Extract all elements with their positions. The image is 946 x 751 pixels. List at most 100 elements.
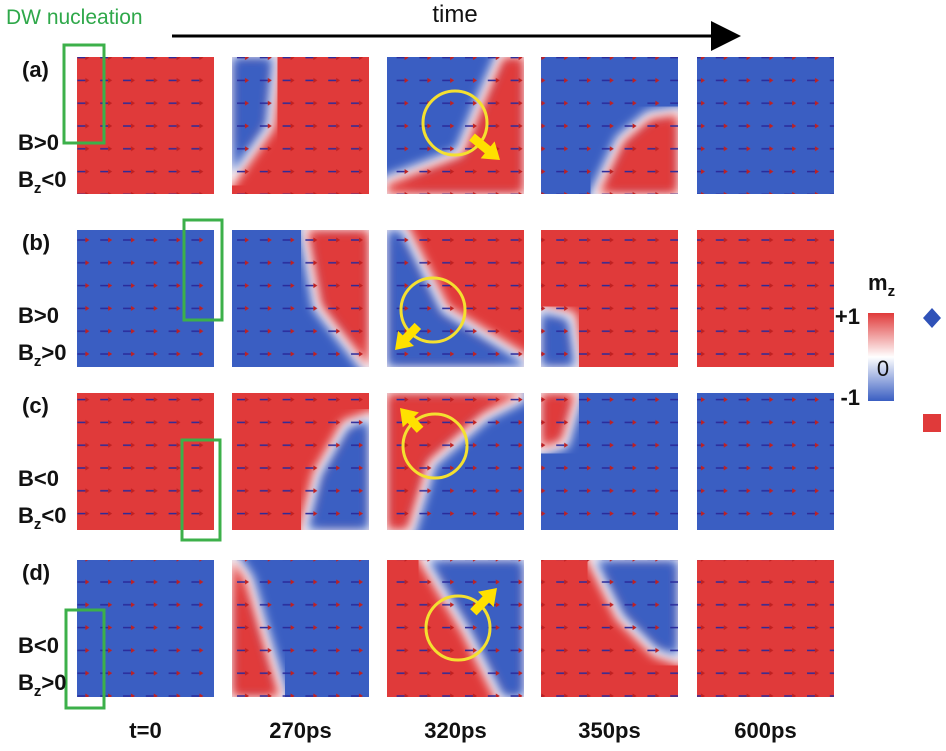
nucleation-box xyxy=(64,608,106,710)
labels: (a)B>0Bz<0(b)B>0Bz>0(c)B<0Bz<0(d)B<0Bz>0… xyxy=(18,57,797,743)
panel xyxy=(697,560,834,697)
bz-label: Bz>0 xyxy=(18,340,66,370)
rotation-circle xyxy=(421,89,489,157)
spins xyxy=(77,393,214,530)
panel xyxy=(232,393,369,530)
panel xyxy=(232,57,369,194)
panel-body xyxy=(232,560,369,697)
panel xyxy=(541,57,678,194)
bz-label: Bz<0 xyxy=(18,167,66,197)
spins xyxy=(697,393,834,530)
spins xyxy=(541,560,678,697)
row-label: (d) xyxy=(22,560,50,585)
panel xyxy=(77,57,214,194)
spins xyxy=(697,57,834,194)
field-label: B>0 xyxy=(18,303,59,328)
column-label: 350ps xyxy=(578,718,640,743)
spins xyxy=(77,230,214,367)
panel xyxy=(232,560,369,697)
row-label: (a) xyxy=(22,57,49,82)
panel-body xyxy=(697,57,834,194)
panel xyxy=(697,393,834,530)
row-label: (c) xyxy=(22,393,49,418)
bz-subscript: z xyxy=(34,180,42,197)
panel xyxy=(387,560,524,697)
spins xyxy=(232,230,369,367)
time-label: time xyxy=(432,1,477,28)
bz-symbol: B xyxy=(18,340,34,365)
spins xyxy=(697,560,834,697)
rotation-circle xyxy=(399,276,467,344)
spins xyxy=(232,560,369,697)
column-label: t=0 xyxy=(129,718,161,743)
colorbar-label: mz xyxy=(868,270,895,300)
motion-arrowhead xyxy=(480,141,500,160)
colorbar-tick: -1 xyxy=(840,385,860,410)
panel xyxy=(697,57,834,194)
panel-body xyxy=(77,393,214,530)
spins xyxy=(232,393,369,530)
panel xyxy=(387,57,524,194)
panel-body xyxy=(77,230,214,367)
bz-symbol: B xyxy=(18,670,34,695)
nucleation-label: DW nucleation xyxy=(6,6,143,29)
column-label: 270ps xyxy=(269,718,331,743)
colorbar xyxy=(868,313,894,401)
motion-arrowhead xyxy=(477,588,497,608)
bz-subscript: z xyxy=(34,353,42,370)
colorbar-tick: 0 xyxy=(877,356,889,381)
panel-body xyxy=(77,57,214,194)
bz-relation: >0 xyxy=(41,670,66,695)
spins xyxy=(387,560,524,697)
panel xyxy=(77,560,214,697)
motion-arrowhead xyxy=(400,408,419,428)
nucleation-box xyxy=(180,438,222,542)
panel xyxy=(232,230,369,367)
bz-subscript: z xyxy=(34,683,42,700)
nucleation-box xyxy=(62,43,106,145)
panel-body xyxy=(232,57,369,194)
panel-body xyxy=(541,57,678,194)
field-label: B<0 xyxy=(18,466,59,491)
panel xyxy=(77,230,214,367)
spins xyxy=(697,230,834,367)
spins xyxy=(541,57,678,194)
colorbar-tick: +1 xyxy=(835,304,860,329)
column-label: 600ps xyxy=(734,718,796,743)
panel xyxy=(77,393,214,530)
panel-body xyxy=(697,230,834,367)
bz-relation: >0 xyxy=(41,340,66,365)
bz-relation: <0 xyxy=(41,503,66,528)
nucleation-box xyxy=(182,218,224,322)
panels xyxy=(62,43,834,710)
panel-body xyxy=(387,560,524,697)
row-label: (b) xyxy=(22,230,50,255)
spins xyxy=(387,57,524,194)
rotation-circle xyxy=(401,412,469,480)
panel-body xyxy=(232,230,369,367)
spins xyxy=(541,230,678,367)
bz-symbol: B xyxy=(18,167,34,192)
panel xyxy=(541,393,678,530)
spins xyxy=(77,57,214,194)
motion-arrowhead xyxy=(395,330,414,350)
bz-relation: <0 xyxy=(41,167,66,192)
panel xyxy=(697,230,834,367)
panel xyxy=(541,560,678,697)
bz-label: Bz>0 xyxy=(18,670,66,700)
blue-diamond xyxy=(923,308,941,328)
column-label: 320ps xyxy=(424,718,486,743)
field-label: B<0 xyxy=(18,633,59,658)
panel-body xyxy=(697,560,834,697)
panel-body xyxy=(541,560,678,697)
spins xyxy=(232,57,369,194)
panel-body xyxy=(387,57,524,194)
red-square xyxy=(923,414,941,432)
bz-subscript: z xyxy=(34,516,42,533)
panel-body xyxy=(541,230,678,367)
spins xyxy=(77,560,214,697)
panel-body xyxy=(697,393,834,530)
bz-symbol: B xyxy=(18,503,34,528)
panel-body xyxy=(232,393,369,530)
